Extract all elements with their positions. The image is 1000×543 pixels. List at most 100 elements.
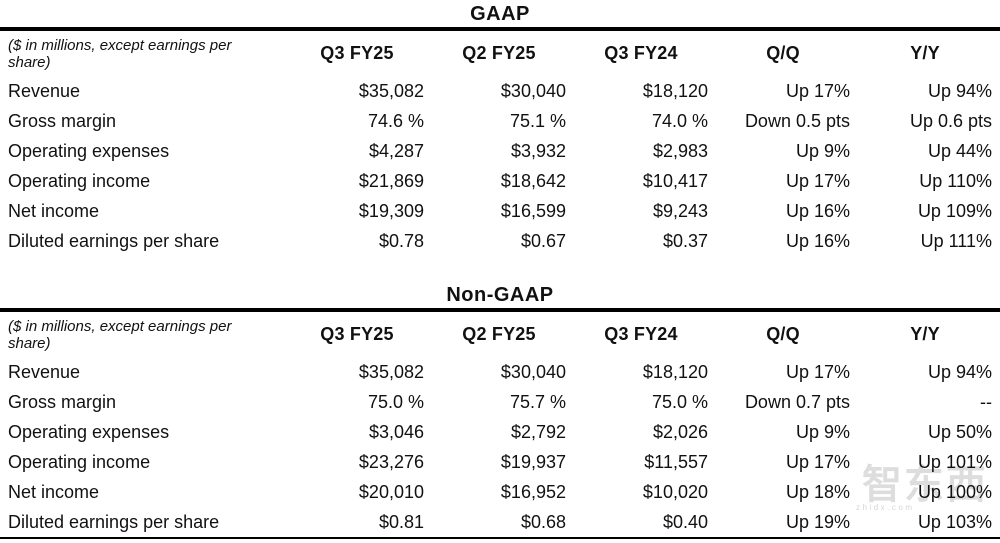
cell-value: $21,869 [358, 171, 424, 191]
table-row-diluted-eps: Diluted earnings per share $0.78 $0.67 $… [0, 226, 1000, 256]
cell-value: 75.1 % [509, 111, 566, 131]
row-label: Operating expenses [8, 422, 170, 442]
cell-value: Up 17% [785, 362, 850, 382]
units-note: ($ in millions, except earnings per shar… [8, 37, 232, 71]
cell-value: $30,040 [500, 362, 566, 382]
cell-value: Up 18% [785, 482, 850, 502]
cell-value: Up 50% [927, 422, 992, 442]
cell-value: $3,046 [368, 422, 424, 442]
cell-value: $10,417 [642, 171, 708, 191]
cell-value: Up 94% [927, 362, 992, 382]
cell-value: $16,599 [500, 201, 566, 221]
cell-value: $2,983 [652, 141, 708, 161]
cell-value: Up 94% [927, 81, 992, 101]
units-note: ($ in millions, except earnings per shar… [8, 318, 232, 352]
non-gaap-header-row: ($ in millions, except earnings per shar… [0, 312, 1000, 357]
cell-value: $35,082 [358, 81, 424, 101]
row-label: Net income [8, 482, 100, 502]
column-header-q3-fy24: Q3 FY24 [604, 43, 678, 63]
cell-value: Down 0.5 pts [744, 111, 850, 131]
cell-value: Down 0.7 pts [744, 392, 850, 412]
cell-value: $19,937 [500, 452, 566, 472]
non-gaap-section: Non-GAAP ($ in millions, except earnings… [0, 284, 1000, 539]
cell-value: $2,026 [652, 422, 708, 442]
cell-value: 75.0 % [651, 392, 708, 412]
cell-value: Up 111% [920, 231, 992, 251]
gaap-table: ($ in millions, except earnings per shar… [0, 31, 1000, 256]
cell-value: Up 103% [917, 512, 992, 532]
row-label: Net income [8, 201, 100, 221]
cell-value: Up 110% [919, 171, 992, 191]
cell-value: Up 0.6 pts [909, 111, 992, 131]
cell-value: Up 17% [785, 81, 850, 101]
cell-value: Up 9% [795, 422, 850, 442]
cell-value: $18,642 [500, 171, 566, 191]
column-header-yy: Y/Y [910, 43, 940, 63]
cell-value: Up 19% [785, 512, 850, 532]
cell-value: Up 17% [785, 171, 850, 191]
cell-value: $20,010 [358, 482, 424, 502]
table-row-diluted-eps: Diluted earnings per share $0.81 $0.68 $… [0, 507, 1000, 538]
cell-value: $11,557 [644, 452, 708, 472]
gaap-section: GAAP ($ in millions, except earnings per… [0, 3, 1000, 256]
gaap-table-title: GAAP [0, 3, 1000, 31]
table-row-operating-expenses: Operating expenses $4,287 $3,932 $2,983 … [0, 136, 1000, 166]
row-label: Gross margin [8, 392, 117, 412]
column-header-yy: Y/Y [910, 324, 940, 344]
column-header-qq: Q/Q [766, 43, 800, 63]
non-gaap-table-title: Non-GAAP [0, 284, 1000, 312]
row-label: Revenue [8, 81, 81, 101]
column-header-q2-fy25: Q2 FY25 [462, 324, 536, 344]
cell-value: 75.0 % [367, 392, 424, 412]
cell-value: Up 16% [785, 201, 850, 221]
row-label: Operating income [8, 452, 151, 472]
cell-value: Up 44% [927, 141, 992, 161]
row-label: Gross margin [8, 111, 117, 131]
cell-value: Up 9% [795, 141, 850, 161]
cell-value: $35,082 [358, 362, 424, 382]
table-row-net-income: Net income $20,010 $16,952 $10,020 Up 18… [0, 477, 1000, 507]
cell-value: $19,309 [358, 201, 424, 221]
cell-value: $3,932 [510, 141, 566, 161]
cell-value: Up 17% [785, 452, 850, 472]
cell-value: Up 16% [785, 231, 850, 251]
row-label: Diluted earnings per share [8, 512, 220, 532]
cell-value: 74.6 % [367, 111, 424, 131]
cell-value: $23,276 [358, 452, 424, 472]
cell-value: Up 101% [917, 452, 992, 472]
cell-value: Up 109% [917, 201, 992, 221]
column-header-q2-fy25: Q2 FY25 [462, 43, 536, 63]
cell-value: -- [980, 392, 992, 412]
non-gaap-table: ($ in millions, except earnings per shar… [0, 312, 1000, 539]
column-header-q3-fy24: Q3 FY24 [604, 324, 678, 344]
cell-value: $2,792 [510, 422, 566, 442]
table-row-revenue: Revenue $35,082 $30,040 $18,120 Up 17% U… [0, 76, 1000, 106]
table-row-net-income: Net income $19,309 $16,599 $9,243 Up 16%… [0, 196, 1000, 226]
row-label: Operating expenses [8, 141, 170, 161]
gaap-header-row: ($ in millions, except earnings per shar… [0, 31, 1000, 76]
cell-value: $0.67 [520, 231, 566, 251]
cell-value: $4,287 [368, 141, 424, 161]
cell-value: $18,120 [642, 362, 708, 382]
cell-value: $0.40 [662, 512, 708, 532]
cell-value: $9,243 [652, 201, 708, 221]
row-label: Diluted earnings per share [8, 231, 220, 251]
cell-value: $0.68 [520, 512, 566, 532]
cell-value: $18,120 [642, 81, 708, 101]
cell-value: 74.0 % [651, 111, 708, 131]
column-header-q3-fy25: Q3 FY25 [320, 43, 394, 63]
row-label: Revenue [8, 362, 81, 382]
cell-value: $0.78 [378, 231, 424, 251]
cell-value: $0.37 [662, 231, 708, 251]
cell-value: $0.81 [378, 512, 424, 532]
table-row-operating-expenses: Operating expenses $3,046 $2,792 $2,026 … [0, 417, 1000, 447]
table-row-gross-margin: Gross margin 74.6 % 75.1 % 74.0 % Down 0… [0, 106, 1000, 136]
row-label: Operating income [8, 171, 151, 191]
cell-value: Up 100% [917, 482, 992, 502]
cell-value: $30,040 [500, 81, 566, 101]
cell-value: 75.7 % [509, 392, 566, 412]
table-row-gross-margin: Gross margin 75.0 % 75.7 % 75.0 % Down 0… [0, 387, 1000, 417]
column-header-qq: Q/Q [766, 324, 800, 344]
table-row-operating-income: Operating income $21,869 $18,642 $10,417… [0, 166, 1000, 196]
cell-value: $10,020 [642, 482, 708, 502]
